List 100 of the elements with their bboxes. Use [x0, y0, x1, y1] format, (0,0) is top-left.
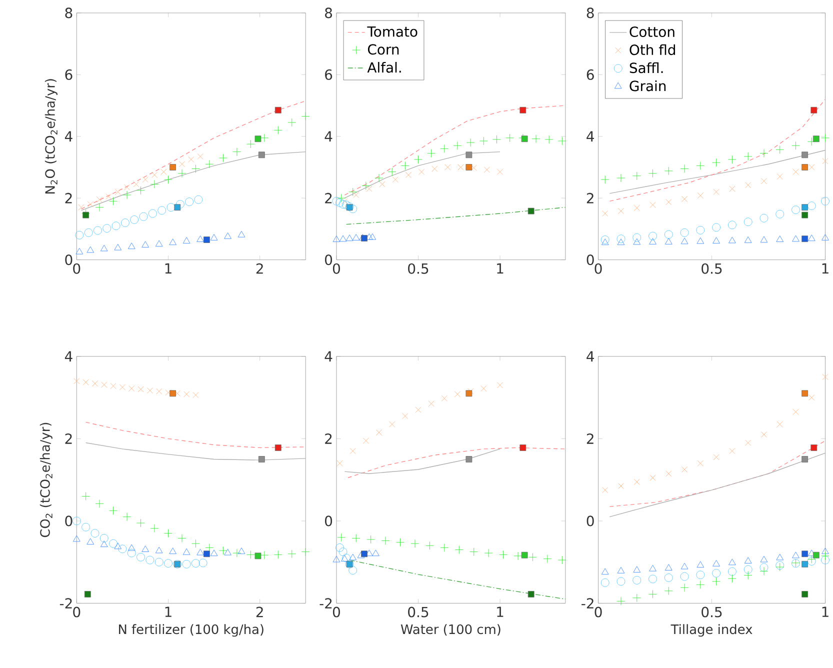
point	[205, 160, 214, 168]
point	[361, 550, 368, 558]
y-tick-label: 2	[65, 192, 72, 204]
point	[812, 136, 820, 142]
x-tick-label: 1	[497, 263, 504, 274]
point	[120, 218, 130, 228]
point	[744, 236, 752, 243]
point	[372, 550, 380, 556]
point	[521, 552, 528, 558]
point	[164, 529, 172, 538]
point	[288, 118, 296, 127]
point	[712, 223, 721, 232]
point	[776, 421, 783, 428]
point	[728, 220, 736, 230]
point	[744, 565, 752, 574]
point	[155, 546, 163, 554]
point	[618, 482, 624, 490]
point	[139, 212, 148, 221]
x-axis-title: Water (100 cm)	[400, 624, 500, 636]
legend-label: Oth fld	[630, 44, 676, 56]
point	[760, 149, 768, 158]
point	[822, 548, 829, 554]
line-series	[346, 207, 566, 225]
point	[680, 238, 688, 244]
point	[454, 391, 461, 398]
point	[154, 558, 164, 566]
point	[600, 578, 610, 587]
point	[792, 552, 800, 558]
point	[601, 568, 609, 575]
point	[368, 233, 376, 240]
point	[130, 215, 139, 224]
point	[288, 550, 296, 558]
point	[338, 200, 348, 209]
point	[182, 237, 190, 244]
point	[392, 176, 398, 183]
line-series	[344, 105, 566, 196]
point	[114, 188, 121, 195]
point	[821, 134, 830, 142]
y-tick-label: 6	[325, 69, 332, 80]
point	[760, 563, 768, 572]
point	[745, 440, 752, 446]
point	[96, 196, 103, 203]
point	[712, 577, 721, 586]
point	[204, 550, 210, 558]
point	[745, 182, 752, 188]
point	[807, 137, 816, 146]
point	[165, 390, 172, 396]
y-tick-label: 4	[324, 351, 332, 362]
point	[802, 236, 808, 242]
point	[342, 198, 348, 204]
point	[151, 172, 158, 178]
point	[802, 204, 808, 211]
point	[118, 544, 127, 554]
x-tick-label: 0	[332, 263, 340, 274]
point	[792, 168, 799, 175]
y-tick-label: 8	[586, 8, 594, 18]
point	[528, 208, 534, 214]
point	[196, 236, 204, 242]
x-tick-label: 0.5	[408, 263, 428, 274]
point	[484, 548, 493, 558]
point	[357, 552, 365, 558]
point	[466, 164, 472, 170]
point	[124, 184, 130, 190]
point	[601, 238, 609, 246]
point	[366, 186, 372, 192]
x-tick-label: 0	[594, 606, 602, 618]
point	[336, 543, 344, 552]
point	[680, 572, 689, 581]
x-tick-label: 2	[256, 263, 263, 274]
point	[728, 574, 736, 583]
point	[521, 136, 528, 142]
point	[440, 543, 449, 552]
point	[728, 567, 736, 576]
point	[170, 390, 176, 397]
point	[616, 174, 626, 182]
point	[191, 559, 200, 568]
point	[802, 212, 808, 218]
point	[802, 550, 808, 558]
point	[744, 571, 752, 580]
point	[379, 181, 386, 188]
point	[441, 395, 448, 402]
y-tick-label: 6	[65, 69, 72, 80]
y-tick-label: 4	[64, 351, 72, 362]
point	[90, 529, 100, 538]
point	[388, 168, 396, 176]
point	[821, 196, 830, 206]
point	[729, 186, 736, 192]
point	[164, 175, 172, 184]
point	[332, 556, 340, 562]
point	[274, 106, 282, 114]
point	[528, 552, 537, 562]
point	[744, 152, 752, 161]
point	[470, 164, 477, 171]
point	[197, 153, 204, 160]
point	[336, 198, 344, 207]
y-tick-label: 0	[586, 516, 594, 526]
point	[188, 156, 194, 163]
point	[169, 548, 177, 554]
point	[119, 384, 126, 390]
point	[802, 591, 808, 598]
